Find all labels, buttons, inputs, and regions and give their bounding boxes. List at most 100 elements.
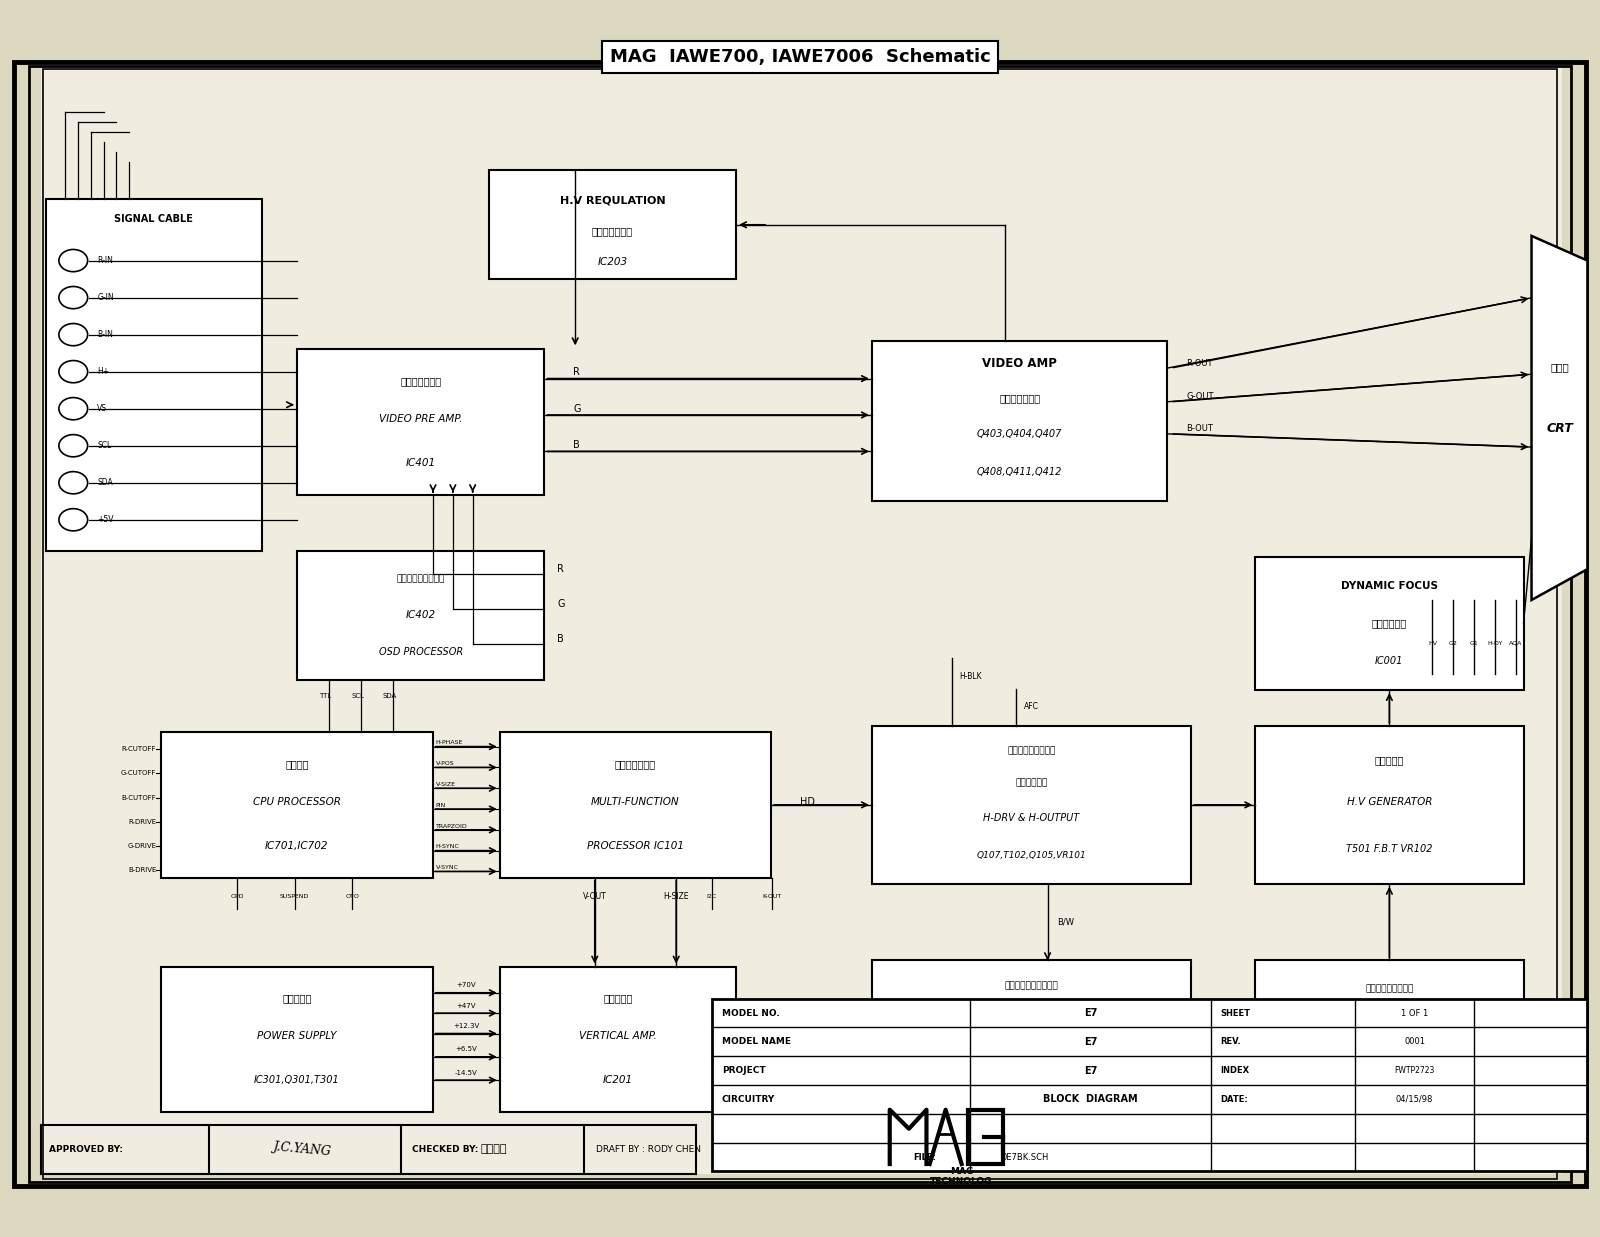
Text: IC301,Q301,T301: IC301,Q301,T301 — [254, 1075, 339, 1085]
Text: G-CUTOFF: G-CUTOFF — [122, 771, 157, 777]
Text: OSD PROCESSOR: OSD PROCESSOR — [379, 647, 462, 657]
Text: E7: E7 — [1085, 1008, 1098, 1018]
Text: FWTP2723: FWTP2723 — [1394, 1066, 1435, 1075]
Text: B-OUT: B-OUT — [1187, 424, 1213, 433]
Text: V-SIZE: V-SIZE — [435, 782, 456, 787]
Bar — [872, 960, 1192, 1118]
Bar — [872, 341, 1168, 501]
Text: TTL: TTL — [320, 693, 331, 699]
Text: 1 OF 1: 1 OF 1 — [1402, 1008, 1429, 1018]
Text: HD: HD — [800, 797, 814, 807]
Text: V-OUT: V-OUT — [582, 893, 606, 902]
Text: H-DY: H-DY — [1486, 641, 1502, 646]
Text: OTO: OTO — [346, 893, 358, 899]
Text: OPD: OPD — [230, 893, 243, 899]
Text: 視頻前置放大器: 視頻前置放大器 — [400, 376, 442, 386]
Text: HV: HV — [1427, 641, 1437, 646]
Text: SDA: SDA — [98, 479, 114, 487]
Text: R-CUTOFF: R-CUTOFF — [122, 746, 157, 752]
Text: 水平驅動及水平輸出: 水平驅動及水平輸出 — [1008, 747, 1056, 756]
Text: 影像管: 影像管 — [1550, 362, 1570, 372]
Text: H.V REQULATION: H.V REQULATION — [560, 195, 666, 205]
Bar — [499, 966, 736, 1112]
Text: J.C.YANG: J.C.YANG — [272, 1141, 331, 1158]
Text: SDA: SDA — [382, 693, 397, 699]
Text: 微處理器: 微處理器 — [285, 760, 309, 769]
Text: AFC: AFC — [1024, 701, 1038, 710]
Text: SCL: SCL — [350, 693, 365, 699]
Text: MODEL NAME: MODEL NAME — [722, 1038, 790, 1047]
Text: MAG
TECHNOLOG: MAG TECHNOLOG — [930, 1166, 994, 1186]
Text: E/W H-SIZE CONTROL: E/W H-SIZE CONTROL — [979, 1012, 1085, 1022]
Text: +5V: +5V — [98, 516, 114, 524]
Text: G1: G1 — [1470, 641, 1478, 646]
Text: T501 F.B.T VR102: T501 F.B.T VR102 — [1346, 844, 1432, 854]
Text: PROJECT: PROJECT — [722, 1066, 765, 1075]
Polygon shape — [1531, 236, 1587, 600]
Text: 灕幕顯示控制處理器: 灕幕顯示控制處理器 — [397, 575, 445, 584]
Bar — [872, 726, 1192, 884]
Text: K-OUT: K-OUT — [763, 893, 782, 899]
Bar — [499, 732, 771, 878]
Bar — [968, 1110, 1003, 1164]
Text: -14.5V: -14.5V — [454, 1070, 477, 1076]
Text: IC001: IC001 — [1374, 656, 1403, 666]
Bar — [1256, 557, 1523, 690]
Text: DRAFT BY : RODY CHEN: DRAFT BY : RODY CHEN — [595, 1144, 701, 1154]
Text: E7: E7 — [1085, 1065, 1098, 1076]
Text: G-OUT: G-OUT — [1187, 392, 1214, 401]
Text: R: R — [557, 564, 565, 574]
Text: +12.3V: +12.3V — [453, 1023, 480, 1029]
Text: 垂直放大器: 垂直放大器 — [603, 993, 632, 1003]
Text: POWER SUPPLY: POWER SUPPLY — [258, 1032, 336, 1042]
Text: 木志松量: 木志松量 — [480, 1144, 507, 1154]
Text: VS: VS — [98, 404, 107, 413]
Text: MODEL NO.: MODEL NO. — [722, 1008, 779, 1018]
Text: INDEX: INDEX — [1221, 1066, 1250, 1075]
Text: REV.: REV. — [1221, 1038, 1242, 1047]
Text: B: B — [557, 635, 563, 644]
Text: H-SIZE: H-SIZE — [664, 893, 690, 902]
Bar — [43, 69, 1557, 1179]
Text: B: B — [573, 440, 579, 450]
Text: 水平中心調整: 水平中心調整 — [1016, 778, 1048, 787]
Text: R: R — [573, 367, 581, 377]
Text: CRT: CRT — [1546, 422, 1573, 435]
Text: VERTICAL AMP.: VERTICAL AMP. — [579, 1032, 658, 1042]
Text: IC701,IC702: IC701,IC702 — [266, 841, 328, 851]
Text: R-IN: R-IN — [98, 256, 114, 265]
Text: H-BLK: H-BLK — [960, 672, 982, 682]
Text: TRAPZOID: TRAPZOID — [435, 824, 467, 829]
Text: +6.5V: +6.5V — [456, 1047, 477, 1053]
Text: E7: E7 — [1085, 1037, 1098, 1047]
Text: APPROVED BY:: APPROVED BY: — [50, 1144, 123, 1154]
Text: 複合功能處理器: 複合功能處理器 — [614, 760, 656, 769]
Text: V-POS: V-POS — [435, 761, 454, 766]
Text: R-DRIVE: R-DRIVE — [128, 819, 157, 825]
Text: Q107,T102,Q105,VR101: Q107,T102,Q105,VR101 — [976, 851, 1086, 860]
Text: DATE:: DATE: — [1221, 1095, 1248, 1103]
Text: FILE:: FILE: — [914, 1153, 936, 1162]
Text: R-OUT: R-OUT — [1187, 359, 1213, 367]
Text: 04/15/98: 04/15/98 — [1395, 1095, 1434, 1103]
Text: SCL: SCL — [98, 442, 112, 450]
Text: B-IN: B-IN — [98, 330, 114, 339]
Bar — [1256, 726, 1523, 884]
Text: MAG  IAWE700, IAWE7006  Schematic: MAG IAWE700, IAWE7006 Schematic — [610, 48, 990, 66]
Text: Q408,Q411,Q412: Q408,Q411,Q412 — [978, 468, 1062, 477]
Bar — [298, 550, 544, 680]
Text: F.B.T B+ CONTROL: F.B.T B+ CONTROL — [1344, 1025, 1435, 1035]
Bar — [488, 171, 736, 280]
Text: I2C: I2C — [706, 893, 717, 899]
Text: IC201: IC201 — [603, 1075, 634, 1085]
Text: 0E7BK.SCH: 0E7BK.SCH — [1002, 1153, 1050, 1162]
Text: 高壓變動率補償: 高壓變動率補償 — [592, 226, 634, 236]
Text: G-IN: G-IN — [98, 293, 114, 302]
Text: G: G — [573, 403, 581, 414]
Text: CIRCUITRY: CIRCUITRY — [722, 1095, 774, 1103]
Text: VR201,L108,Q202,Q203: VR201,L108,Q202,Q203 — [978, 1048, 1086, 1056]
Text: +47V: +47V — [456, 1003, 475, 1008]
Text: H-DRV & H-OUTPUT: H-DRV & H-OUTPUT — [984, 813, 1080, 823]
Text: 視頻功率放大器: 視頻功率放大器 — [998, 393, 1040, 403]
Text: BLOCK  DIAGRAM: BLOCK DIAGRAM — [1043, 1095, 1138, 1105]
